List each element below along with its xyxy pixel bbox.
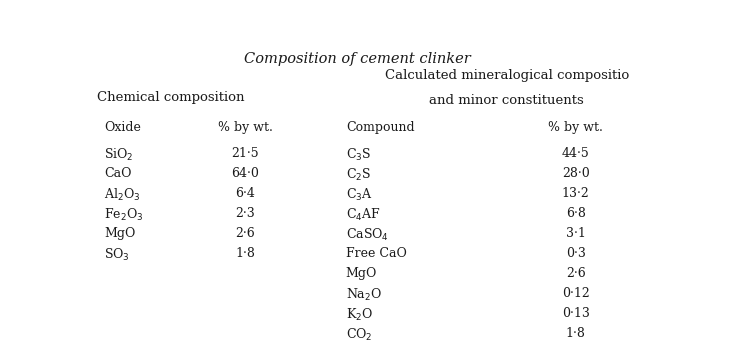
Text: 2·3: 2·3 (235, 207, 255, 220)
Text: 6·8: 6·8 (566, 207, 585, 220)
Text: 13·2: 13·2 (562, 187, 590, 200)
Text: 0·13: 0·13 (562, 307, 590, 320)
Text: Chemical composition: Chemical composition (96, 91, 244, 104)
Text: C$_2$S: C$_2$S (346, 167, 371, 183)
Text: Al$_2$O$_3$: Al$_2$O$_3$ (104, 187, 141, 203)
Text: 1·8: 1·8 (566, 327, 585, 340)
Text: Free CaO: Free CaO (346, 247, 407, 260)
Text: C$_3$A: C$_3$A (346, 187, 372, 203)
Text: 6·4: 6·4 (235, 187, 255, 200)
Text: 3·1: 3·1 (566, 227, 585, 240)
Text: Compound: Compound (346, 122, 414, 135)
Text: 28·0: 28·0 (562, 167, 590, 180)
Text: 2·6: 2·6 (566, 267, 585, 280)
Text: 0·3: 0·3 (566, 247, 585, 260)
Text: 64·0: 64·0 (232, 167, 259, 180)
Text: CaSO$_4$: CaSO$_4$ (346, 227, 389, 243)
Text: MgO: MgO (104, 227, 136, 240)
Text: CO$_2$: CO$_2$ (346, 327, 372, 343)
Text: 0·12: 0·12 (562, 287, 590, 300)
Text: SiO$_2$: SiO$_2$ (104, 147, 134, 163)
Text: CaO: CaO (104, 167, 132, 180)
Text: 21·5: 21·5 (232, 147, 259, 160)
Text: 44·5: 44·5 (562, 147, 590, 160)
Text: % by wt.: % by wt. (217, 122, 272, 135)
Text: % by wt.: % by wt. (548, 122, 603, 135)
Text: MgO: MgO (346, 267, 377, 280)
Text: Composition of cement clinker: Composition of cement clinker (244, 52, 470, 66)
Text: Oxide: Oxide (104, 122, 141, 135)
Text: and minor constituents: and minor constituents (430, 94, 584, 107)
Text: C$_4$AF: C$_4$AF (346, 207, 381, 223)
Text: Calculated mineralogical compositio: Calculated mineralogical compositio (384, 68, 629, 81)
Text: C$_3$S: C$_3$S (346, 147, 371, 163)
Text: K$_2$O: K$_2$O (346, 307, 372, 323)
Text: Fe$_2$O$_3$: Fe$_2$O$_3$ (104, 207, 144, 223)
Text: 2·6: 2·6 (235, 227, 255, 240)
Text: SO$_3$: SO$_3$ (104, 247, 130, 263)
Text: 1·8: 1·8 (235, 247, 255, 260)
Text: Na$_2$O: Na$_2$O (346, 287, 382, 303)
